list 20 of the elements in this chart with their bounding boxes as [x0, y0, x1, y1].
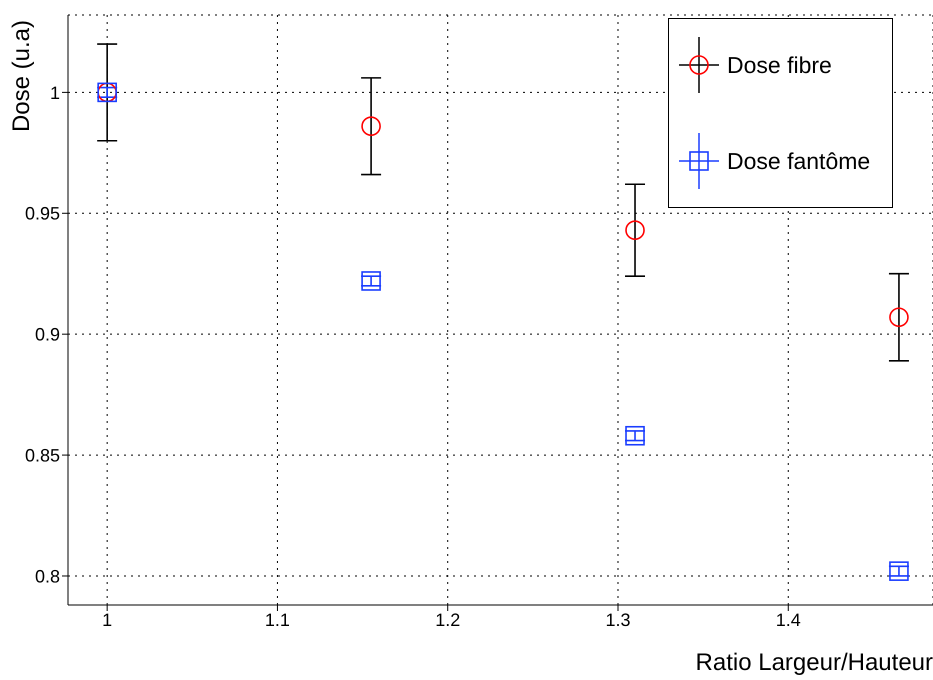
- y-tick-label: 0.95: [24, 204, 60, 224]
- point: [361, 271, 381, 291]
- point: [889, 561, 909, 581]
- point: [889, 307, 909, 328]
- y-tick-label: 0.9: [34, 324, 60, 345]
- x-tick-label: 1: [102, 610, 112, 630]
- y-tick-label: 0.8: [34, 566, 60, 586]
- point: [361, 116, 381, 136]
- x-tick-label: 1.1: [264, 610, 290, 630]
- x-tick-label: 1.4: [776, 610, 801, 630]
- x-axis-title: Ratio Largeur/Hauteur: [696, 649, 933, 676]
- point: [625, 426, 645, 446]
- y-axis-title: Dose (u.a): [8, 20, 35, 132]
- point: [625, 220, 645, 240]
- y-tick-label: 0.85: [24, 445, 60, 466]
- x-tick-label: 1.3: [605, 610, 631, 630]
- x-tick-label: 1.2: [435, 610, 460, 630]
- legend-label: Dose fantôme: [727, 148, 870, 174]
- legend-label: Dose fibre: [727, 52, 832, 78]
- y-tick-label: 1: [50, 82, 60, 103]
